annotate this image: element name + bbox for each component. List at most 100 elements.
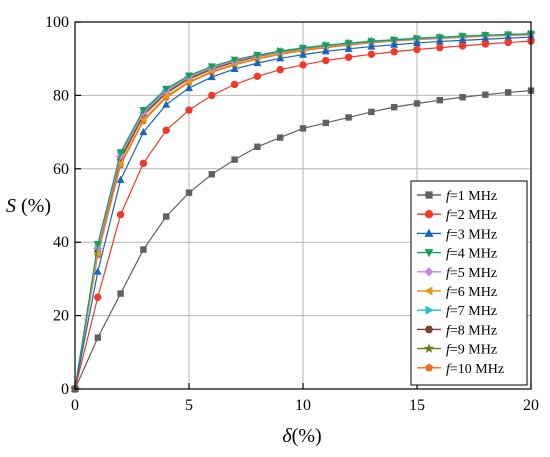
legend-label: f=1 MHz bbox=[446, 189, 497, 204]
data-point bbox=[185, 189, 193, 196]
data-point bbox=[367, 50, 376, 58]
data-point bbox=[93, 240, 102, 249]
data-point bbox=[504, 89, 512, 96]
legend: f=1 MHz f=2 MHz f=3 MHz f=4 MHz f=5 MHz f=6 M… bbox=[410, 180, 528, 386]
data-point bbox=[116, 175, 125, 183]
data-point bbox=[368, 108, 375, 116]
legend-swatch-marker bbox=[424, 209, 434, 219]
legend-swatch-marker bbox=[424, 363, 434, 372]
data-point bbox=[390, 103, 398, 111]
x-tick-label: 20 bbox=[523, 397, 539, 414]
y-tick-label: 60 bbox=[53, 161, 69, 178]
data-point bbox=[230, 56, 239, 64]
data-point bbox=[482, 91, 489, 98]
data-point bbox=[185, 106, 193, 114]
data-point bbox=[276, 54, 285, 62]
data-point bbox=[162, 126, 170, 134]
data-point bbox=[116, 210, 125, 219]
legend-label: f=2 MHz bbox=[446, 208, 497, 223]
legend-label: f=9 MHz bbox=[446, 343, 497, 358]
data-point bbox=[139, 159, 148, 167]
legend-swatch-marker bbox=[425, 191, 433, 199]
data-point bbox=[207, 63, 216, 71]
legend-swatch-marker bbox=[425, 305, 434, 315]
y-tick-label: 20 bbox=[53, 308, 69, 325]
y-tick-label: 100 bbox=[45, 14, 69, 31]
data-point bbox=[436, 96, 444, 104]
data-point bbox=[162, 85, 171, 93]
y-tick-label: 80 bbox=[53, 87, 69, 104]
data-point bbox=[344, 44, 353, 52]
legend-item: f=10 MHz bbox=[417, 362, 504, 377]
y-axis-label: S (%) bbox=[6, 195, 51, 217]
legend-label: f=4 MHz bbox=[446, 247, 497, 262]
data-point bbox=[390, 40, 399, 48]
legend-item: f=2 MHz bbox=[417, 208, 497, 223]
data-point bbox=[436, 43, 444, 52]
data-point bbox=[299, 125, 307, 132]
legend-swatch-marker bbox=[424, 228, 434, 237]
data-point bbox=[117, 290, 124, 297]
data-point bbox=[276, 66, 284, 74]
data-point bbox=[299, 45, 307, 53]
legend-item: f=7 MHz bbox=[417, 304, 497, 319]
data-point bbox=[344, 53, 353, 61]
series-4-mhz bbox=[71, 30, 535, 394]
data-point bbox=[185, 72, 193, 80]
x-tick-label: 15 bbox=[409, 397, 425, 414]
legend-item: f=4 MHz bbox=[417, 247, 497, 262]
data-point bbox=[254, 143, 261, 150]
legend-item: f=9 MHz bbox=[417, 343, 497, 358]
grid bbox=[75, 22, 531, 389]
data-point bbox=[208, 91, 216, 100]
legend-item: f=3 MHz bbox=[417, 227, 497, 242]
x-axis-label: δ(%) bbox=[282, 425, 321, 447]
data-point bbox=[276, 48, 285, 56]
data-point bbox=[276, 134, 284, 141]
data-point bbox=[116, 159, 124, 168]
data-point bbox=[481, 40, 490, 48]
legend-item: f=5 MHz bbox=[417, 266, 497, 281]
data-point bbox=[162, 213, 170, 220]
data-point bbox=[322, 56, 330, 65]
data-point bbox=[413, 100, 421, 107]
legend-label: f=3 MHz bbox=[446, 227, 497, 242]
x-tick-label: 0 bbox=[71, 397, 79, 414]
data-point bbox=[208, 171, 216, 178]
data-point bbox=[299, 61, 307, 69]
data-point bbox=[207, 72, 216, 81]
data-point bbox=[253, 58, 262, 67]
data-point bbox=[367, 42, 376, 50]
legend-item: f=8 MHz bbox=[417, 323, 497, 338]
y-tick-label: 40 bbox=[53, 234, 69, 251]
data-point bbox=[139, 127, 148, 136]
legend-item: f=1 MHz bbox=[417, 189, 497, 204]
y-tick-label: 0 bbox=[61, 381, 69, 398]
data-point bbox=[139, 115, 147, 124]
legend-swatch-marker bbox=[423, 342, 435, 354]
data-point bbox=[253, 51, 262, 60]
data-point bbox=[94, 293, 102, 301]
legend-item: f=6 MHz bbox=[417, 285, 497, 300]
data-point bbox=[230, 64, 239, 73]
legend-label: f=5 MHz bbox=[446, 266, 497, 281]
data-point bbox=[116, 149, 125, 157]
data-point bbox=[504, 38, 512, 47]
legend-label: f=6 MHz bbox=[446, 285, 497, 300]
data-point bbox=[230, 80, 239, 89]
data-point bbox=[140, 246, 147, 253]
data-point bbox=[299, 50, 307, 58]
x-tick-label: 10 bbox=[295, 397, 311, 414]
data-point bbox=[367, 38, 376, 46]
data-point bbox=[253, 72, 262, 81]
data-point bbox=[413, 38, 421, 46]
data-point bbox=[390, 36, 399, 45]
data-point bbox=[94, 334, 102, 341]
data-point bbox=[93, 267, 102, 275]
data-point bbox=[390, 48, 398, 56]
data-point bbox=[162, 100, 171, 108]
data-point bbox=[231, 156, 238, 163]
data-point bbox=[345, 114, 352, 121]
series-lines bbox=[70, 29, 536, 394]
